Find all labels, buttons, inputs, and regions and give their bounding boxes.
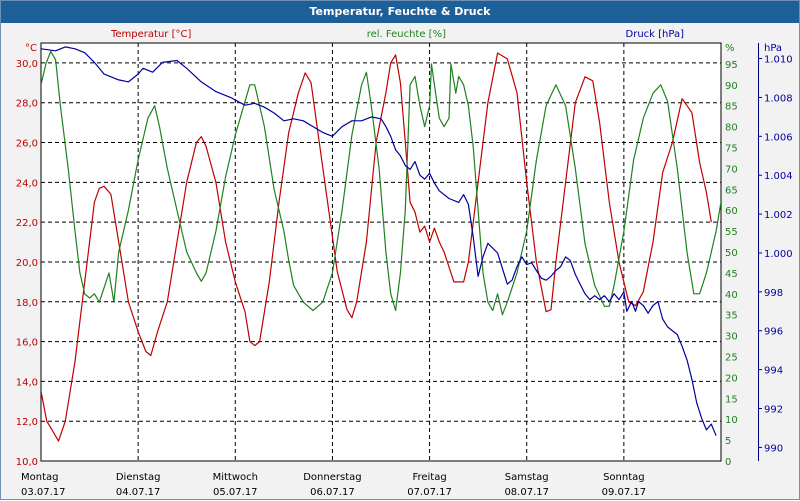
humidity-tick-label: 75 [725,144,738,155]
pressure-tick-label: 1.010 [764,55,793,66]
x-day-label: Freitag [412,472,446,483]
humidity-tick-label: 55 [725,227,738,238]
pressure-axis-line [758,43,759,461]
humidity-tick-label: 0 [725,457,731,468]
x-date-label: 07.07.17 [407,487,452,498]
humidity-tick-label: 25 [725,353,738,364]
series-group [41,46,721,442]
legend-entry: Druck [hPa] [626,29,685,40]
humidity-tick-label: 90 [725,81,738,92]
pressure-tick-label: 1.006 [764,132,793,143]
pressure-tick-label: 990 [764,443,783,454]
x-day-label: Sonntag [603,472,645,483]
humidity-tick-label: 10 [725,415,738,426]
temperature-tick-label: 30,0 [16,59,38,70]
temperature-tick-label: 12,0 [16,417,38,428]
pressure-tick-label: 1.004 [764,171,793,182]
legend-entry: rel. Feuchte [%] [367,29,446,40]
series-line-humidity [41,50,721,316]
x-date-label: 03.07.17 [21,487,66,498]
humidity-tick-label: 30 [725,332,738,343]
x-date-label: 08.07.17 [504,487,549,498]
x-day-label: Samstag [505,472,549,483]
humidity-tick-label: 5 [725,436,731,447]
x-date-label: 09.07.17 [602,487,647,498]
temperature-tick-label: 18,0 [16,298,38,309]
temperature-tick-label: 14,0 [16,377,38,388]
plot-area [41,43,721,461]
humidity-tick-label: 70 [725,164,738,175]
humidity-tick-label: 15 [725,394,738,405]
humidity-tick-label: 40 [725,290,738,301]
humidity-tick-label: 60 [725,206,738,217]
pressure-tick-label: 998 [764,288,783,299]
plot-border [40,42,722,462]
x-day-label: Donnerstag [303,472,361,483]
x-day-label: Mittwoch [213,472,258,483]
pressure-tick-label: 1.008 [764,93,793,104]
humidity-tick-label: 50 [725,248,738,259]
temperature-tick-label: 16,0 [16,338,38,349]
temperature-tick-label: 20,0 [16,258,38,269]
pressure-tick-label: 994 [764,366,783,377]
pressure-tick-label: 992 [764,405,783,416]
x-date-label: 04.07.17 [116,487,161,498]
x-day-label: Dienstag [116,472,161,483]
humidity-tick-label: 95 [725,60,738,71]
temperature-tick-label: 22,0 [16,218,38,229]
x-date-label: 05.07.17 [213,487,258,498]
pressure-unit-label: hPa [764,43,782,54]
humidity-tick-label: 80 [725,123,738,134]
temperature-tick-label: 26,0 [16,139,38,150]
temperature-tick-label: 28,0 [16,99,38,110]
series-line-pressure [41,46,717,436]
humidity-tick-label: 65 [725,185,738,196]
humidity-tick-label: 20 [725,373,738,384]
temperature-tick-label: 24,0 [16,178,38,189]
temperature-unit-label: °C [25,43,37,54]
window-title: Temperatur, Feuchte & Druck [1,1,799,23]
humidity-tick-label: 85 [725,102,738,113]
x-date-label: 06.07.17 [310,487,355,498]
humidity-tick-label: 45 [725,269,738,280]
temperature-tick-label: 10,0 [16,457,38,468]
humidity-unit-label: % [725,43,735,54]
pressure-tick-label: 1.002 [764,210,793,221]
humidity-tick-label: 35 [725,311,738,322]
pressure-tick-label: 1.000 [764,249,793,260]
legend-entry: Temperatur [°C] [110,29,191,40]
pressure-tick-label: 996 [764,327,783,338]
x-day-label: Montag [21,472,58,483]
